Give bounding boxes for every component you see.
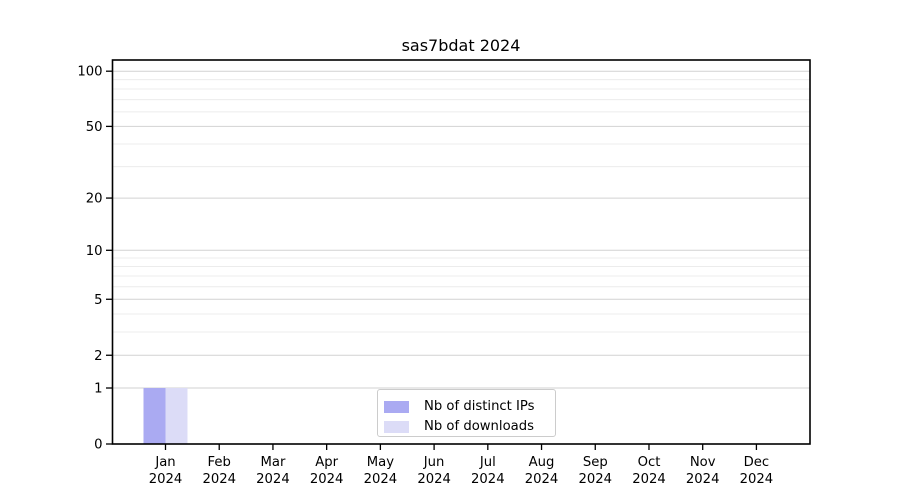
y-tick-label: 20 bbox=[86, 192, 103, 207]
legend: Nb of distinct IPs Nb of downloads bbox=[377, 389, 556, 437]
x-tick-label-month: Sep bbox=[583, 455, 608, 470]
x-tick-label-month: Jan bbox=[154, 455, 175, 470]
plot-border bbox=[111, 59, 811, 445]
bar-downloads bbox=[165, 388, 188, 444]
chart-title: sas7bdat 2024 bbox=[401, 36, 521, 55]
x-tick-label-year: 2024 bbox=[525, 472, 559, 487]
y-tick-label: 5 bbox=[94, 293, 102, 308]
x-tick-label-year: 2024 bbox=[310, 472, 344, 487]
x-tick-label-year: 2024 bbox=[686, 472, 720, 487]
x-tick-label-month: Apr bbox=[315, 455, 338, 470]
y-tick-label: 50 bbox=[86, 120, 103, 135]
x-tick-label-month: Jun bbox=[423, 455, 445, 470]
legend-item-downloads: Nb of downloads bbox=[384, 420, 555, 434]
x-tick-label-year: 2024 bbox=[149, 472, 183, 487]
bar-distinct-ips bbox=[143, 388, 166, 444]
x-tick-label-year: 2024 bbox=[632, 472, 666, 487]
y-tick-label: 0 bbox=[94, 438, 102, 453]
y-tick-label: 2 bbox=[94, 349, 102, 364]
legend-item-distinct-ips: Nb of distinct IPs bbox=[384, 400, 555, 414]
x-tick-label-year: 2024 bbox=[578, 472, 612, 487]
x-tick-label-month: Nov bbox=[690, 455, 716, 470]
x-tick-label-month: Feb bbox=[208, 455, 231, 470]
y-tick-label: 10 bbox=[86, 244, 103, 259]
x-tick-label-year: 2024 bbox=[740, 472, 774, 487]
x-tick-label-year: 2024 bbox=[364, 472, 398, 487]
legend-swatch-distinct-ips bbox=[384, 401, 409, 413]
x-tick-label-year: 2024 bbox=[471, 472, 505, 487]
x-tick-label-month: Dec bbox=[744, 455, 770, 470]
x-tick-label-month: May bbox=[367, 455, 394, 470]
y-tick-label: 1 bbox=[94, 382, 102, 397]
x-tick-label-month: Jul bbox=[479, 455, 496, 470]
x-tick-label-year: 2024 bbox=[256, 472, 290, 487]
legend-label-distinct-ips: Nb of distinct IPs bbox=[424, 399, 535, 414]
y-tick-label: 100 bbox=[77, 65, 102, 80]
legend-swatch-downloads bbox=[384, 421, 409, 433]
x-tick-label-year: 2024 bbox=[417, 472, 451, 487]
legend-label-downloads: Nb of downloads bbox=[424, 419, 534, 434]
x-tick-label-year: 2024 bbox=[202, 472, 236, 487]
x-tick-label-month: Mar bbox=[260, 455, 285, 470]
x-tick-label-month: Oct bbox=[638, 455, 661, 470]
x-tick-label-month: Aug bbox=[529, 455, 555, 470]
